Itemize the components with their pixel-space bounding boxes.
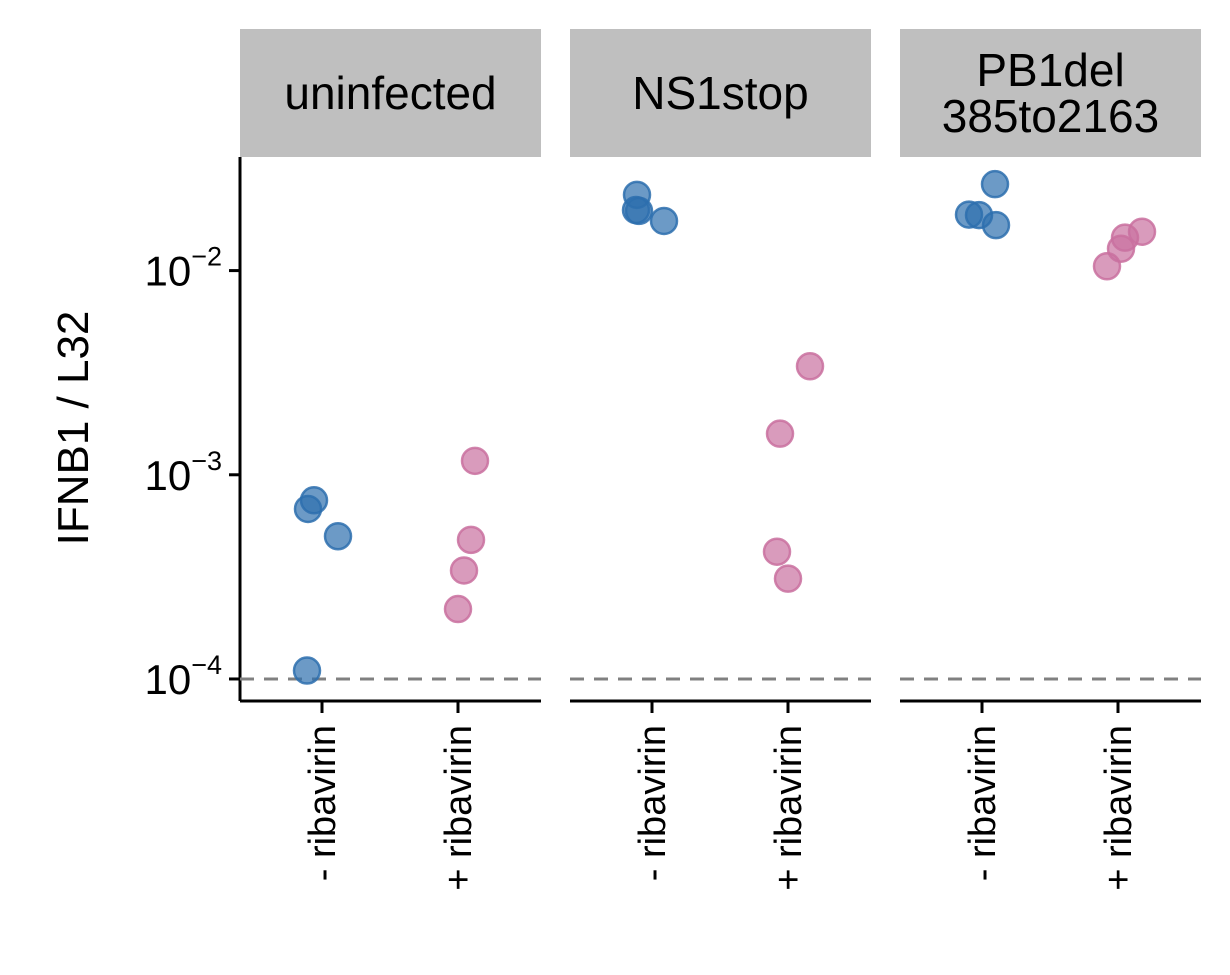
facet-strip — [240, 29, 541, 157]
x-tick-label: - ribavirin — [632, 725, 674, 881]
data-point — [621, 195, 651, 225]
data-point — [299, 486, 329, 515]
y-axis-label: IFNB1 / L32 — [49, 311, 98, 546]
y-tick-label: 10−3 — [144, 446, 222, 499]
data-point — [795, 352, 825, 381]
x-tick-label: + ribavirin — [438, 725, 480, 891]
facet-label: PB1del 385to2163 — [942, 44, 1159, 142]
facet-strip — [570, 29, 871, 157]
data-points — [292, 169, 1157, 685]
data-point — [443, 594, 473, 624]
data-point — [773, 564, 803, 593]
data-point — [1092, 252, 1122, 281]
facet-label: NS1stop — [632, 67, 808, 119]
data-point — [649, 206, 679, 236]
facet-strip — [900, 29, 1201, 157]
x-tick-label: + ribavirin — [1098, 725, 1140, 891]
data-point — [980, 169, 1010, 199]
facet-strips: uninfected NS1stop PB1del 385to2163 — [240, 29, 1201, 157]
x-tick-label: + ribavirin — [768, 725, 810, 891]
x-tick-label: - ribavirin — [302, 725, 344, 881]
data-point — [981, 210, 1011, 240]
data-point — [762, 537, 792, 566]
axes: 10−4 10−3 10−2 - ribavirin + ribavirin - riba… — [144, 157, 1201, 891]
data-point — [765, 419, 795, 448]
data-point — [449, 556, 479, 585]
data-point — [456, 525, 486, 555]
facet-label: uninfected — [284, 67, 496, 119]
y-tick-label: 10−4 — [144, 650, 222, 703]
y-tick-label: 10−2 — [144, 242, 222, 295]
x-tick-label: - ribavirin — [962, 725, 1004, 881]
data-point — [323, 521, 353, 551]
data-point — [292, 656, 322, 685]
data-point — [460, 446, 490, 476]
